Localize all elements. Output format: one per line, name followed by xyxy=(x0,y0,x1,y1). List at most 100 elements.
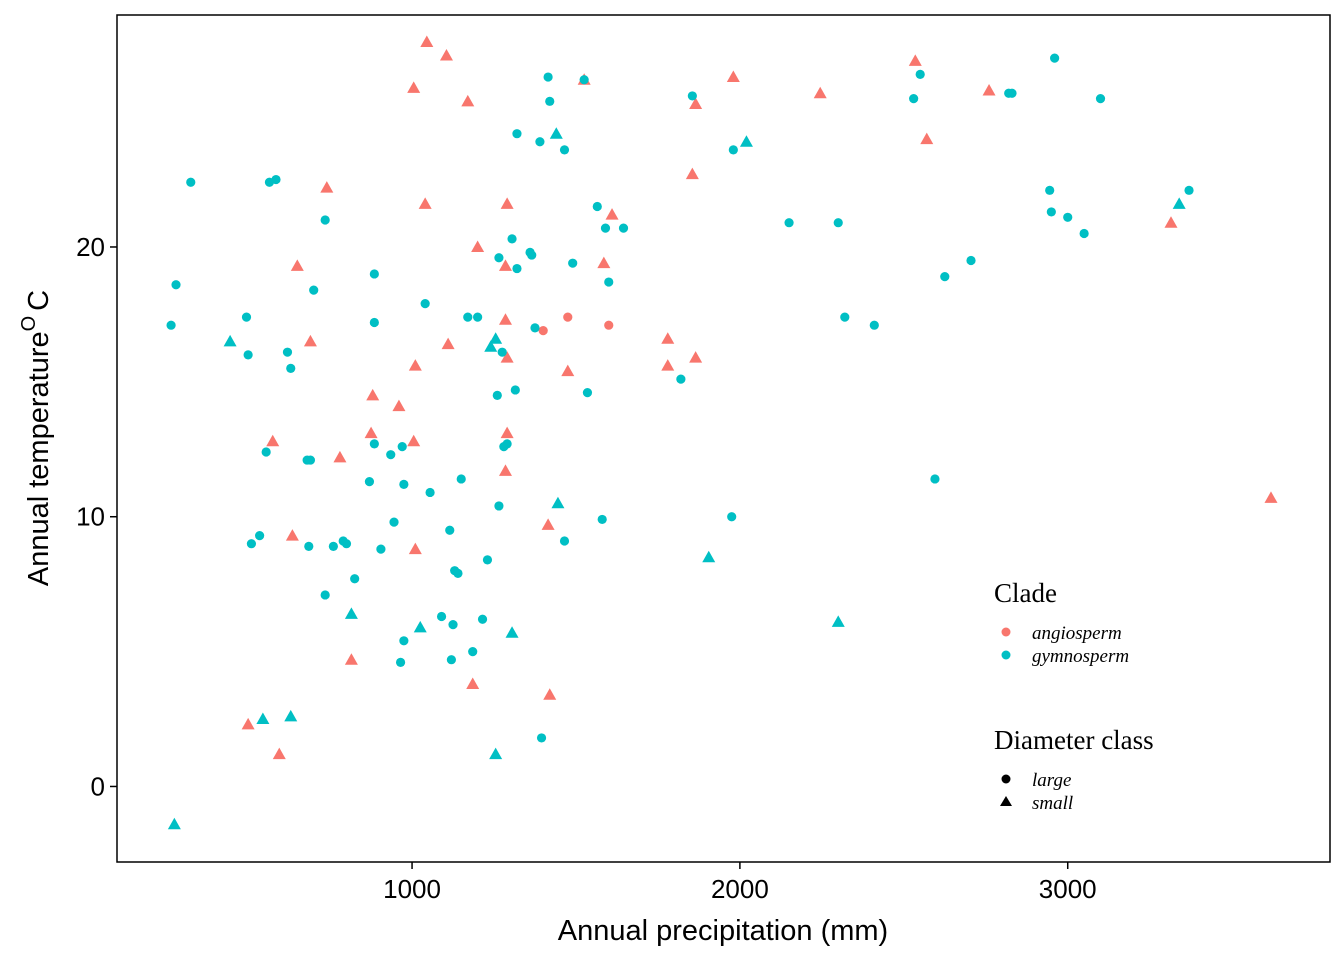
data-point-angiosperm-large-31 xyxy=(538,326,548,336)
data-point-angiosperm-small-21 xyxy=(266,434,280,447)
data-point-angiosperm-small-23 xyxy=(285,529,299,541)
data-point-gymnosperm-large-66 xyxy=(255,531,265,541)
data-point-gymnosperm-large-115 xyxy=(512,263,522,274)
data-point-angiosperm-small-17 xyxy=(364,426,378,439)
data-point-gymnosperm-small-88 xyxy=(413,620,427,633)
data-point-gymnosperm-large-99 xyxy=(468,646,478,657)
legend: Clade angiosperm gymnosperm Diameter cla… xyxy=(994,578,1154,814)
data-point-angiosperm-small-35 xyxy=(605,208,619,220)
data-point-gymnosperm-large-102 xyxy=(482,555,493,565)
x-tick-label-1000: 1000 xyxy=(383,874,441,904)
legend-key-large xyxy=(1001,774,1011,784)
data-point-gymnosperm-large-129 xyxy=(579,75,589,85)
data-point-gymnosperm-large-127 xyxy=(559,536,570,546)
data-point-gymnosperm-large-83 xyxy=(389,517,399,527)
data-point-gymnosperm-large-106 xyxy=(492,390,502,400)
data-point-gymnosperm-large-90 xyxy=(425,487,435,498)
data-point-gymnosperm-large-61 xyxy=(320,215,330,225)
data-point-gymnosperm-large-116 xyxy=(512,129,522,139)
x-tick-label-2000: 2000 xyxy=(711,874,769,904)
data-point-angiosperm-small-22 xyxy=(333,450,347,463)
data-point-gymnosperm-large-64 xyxy=(305,455,316,465)
data-point-angiosperm-small-10 xyxy=(498,259,512,271)
y-tick-label-0: 0 xyxy=(91,771,105,801)
data-point-gymnosperm-large-81 xyxy=(376,544,386,554)
legend-key-angiosperm xyxy=(1001,627,1011,637)
data-point-gymnosperm-large-149 xyxy=(930,474,940,484)
data-point-angiosperm-small-41 xyxy=(689,97,703,110)
data-point-angiosperm-small-27 xyxy=(466,677,480,689)
legend-label-large: large xyxy=(1032,770,1071,791)
legend-label-angiosperm: angiosperm xyxy=(1032,623,1122,644)
data-point-gymnosperm-large-155 xyxy=(1046,207,1056,217)
data-point-gymnosperm-small-124 xyxy=(549,127,563,139)
data-point-gymnosperm-large-151 xyxy=(966,255,976,266)
points-layer xyxy=(166,35,1278,830)
data-point-gymnosperm-large-57 xyxy=(271,174,281,185)
data-point-gymnosperm-large-148 xyxy=(915,69,925,79)
legend-key-small xyxy=(1000,796,1012,806)
data-point-angiosperm-small-30 xyxy=(272,747,286,760)
data-point-gymnosperm-large-100 xyxy=(473,312,483,322)
data-point-gymnosperm-large-73 xyxy=(350,574,360,584)
data-point-gymnosperm-large-137 xyxy=(687,91,697,101)
data-point-gymnosperm-large-112 xyxy=(507,234,517,244)
data-point-gymnosperm-large-147 xyxy=(909,94,919,104)
data-point-angiosperm-small-3 xyxy=(461,94,475,107)
data-point-gymnosperm-large-92 xyxy=(445,525,455,535)
plot-panel-border xyxy=(116,14,1331,863)
data-point-angiosperm-small-39 xyxy=(689,351,703,363)
data-point-gymnosperm-large-109 xyxy=(497,347,507,357)
data-point-gymnosperm-small-160 xyxy=(1172,197,1186,209)
y-tick-label-10: 10 xyxy=(76,502,105,532)
data-point-gymnosperm-large-150 xyxy=(940,272,950,282)
data-point-gymnosperm-large-120 xyxy=(535,137,545,147)
data-point-angiosperm-small-14 xyxy=(408,359,422,371)
data-point-angiosperm-small-18 xyxy=(407,434,421,447)
data-point-angiosperm-small-9 xyxy=(500,197,514,209)
data-point-gymnosperm-large-118 xyxy=(527,250,537,260)
data-point-gymnosperm-large-139 xyxy=(727,512,737,522)
data-point-angiosperm-small-42 xyxy=(726,70,740,83)
data-point-gymnosperm-small-72 xyxy=(344,607,358,619)
data-point-angiosperm-small-16 xyxy=(392,399,406,412)
data-point-gymnosperm-large-146 xyxy=(869,320,879,330)
data-point-gymnosperm-large-87 xyxy=(395,657,406,667)
data-point-gymnosperm-large-85 xyxy=(399,479,409,489)
data-point-gymnosperm-large-140 xyxy=(728,145,738,155)
y-axis-title-main: Annual temperature xyxy=(23,331,55,586)
data-point-angiosperm-small-48 xyxy=(1264,491,1278,503)
x-tick-label-3000: 3000 xyxy=(1039,874,1097,904)
data-point-gymnosperm-large-128 xyxy=(568,258,578,268)
legend-label-small: small xyxy=(1032,793,1073,814)
data-point-angiosperm-large-32 xyxy=(563,312,573,322)
data-point-angiosperm-small-8 xyxy=(471,240,485,252)
data-point-gymnosperm-large-78 xyxy=(369,439,379,449)
data-point-angiosperm-small-24 xyxy=(408,542,422,555)
data-point-angiosperm-small-12 xyxy=(500,351,514,363)
data-point-angiosperm-small-46 xyxy=(982,84,996,96)
data-point-gymnosperm-small-75 xyxy=(284,709,298,722)
legend-key-gymnosperm xyxy=(1001,650,1011,660)
data-point-gymnosperm-small-76 xyxy=(167,817,181,830)
data-point-gymnosperm-large-51 xyxy=(171,280,181,290)
data-point-gymnosperm-large-97 xyxy=(456,474,466,484)
data-point-angiosperm-large-36 xyxy=(604,320,614,330)
data-point-gymnosperm-large-136 xyxy=(676,374,686,384)
data-point-angiosperm-small-15 xyxy=(366,388,380,401)
data-point-gymnosperm-large-71 xyxy=(341,539,352,549)
data-point-angiosperm-small-26 xyxy=(344,653,358,665)
data-point-gymnosperm-large-131 xyxy=(592,201,602,212)
data-point-gymnosperm-large-59 xyxy=(286,363,296,373)
data-point-gymnosperm-large-153 xyxy=(1007,88,1017,98)
data-point-angiosperm-small-7 xyxy=(303,334,317,347)
data-point-gymnosperm-large-161 xyxy=(1184,185,1194,195)
data-point-gymnosperm-small-113 xyxy=(505,626,519,638)
data-point-gymnosperm-large-55 xyxy=(243,350,253,360)
data-point-gymnosperm-large-157 xyxy=(1063,212,1073,222)
data-point-gymnosperm-large-89 xyxy=(420,299,430,309)
data-point-gymnosperm-small-138 xyxy=(702,550,716,563)
data-point-gymnosperm-large-107 xyxy=(494,253,504,263)
